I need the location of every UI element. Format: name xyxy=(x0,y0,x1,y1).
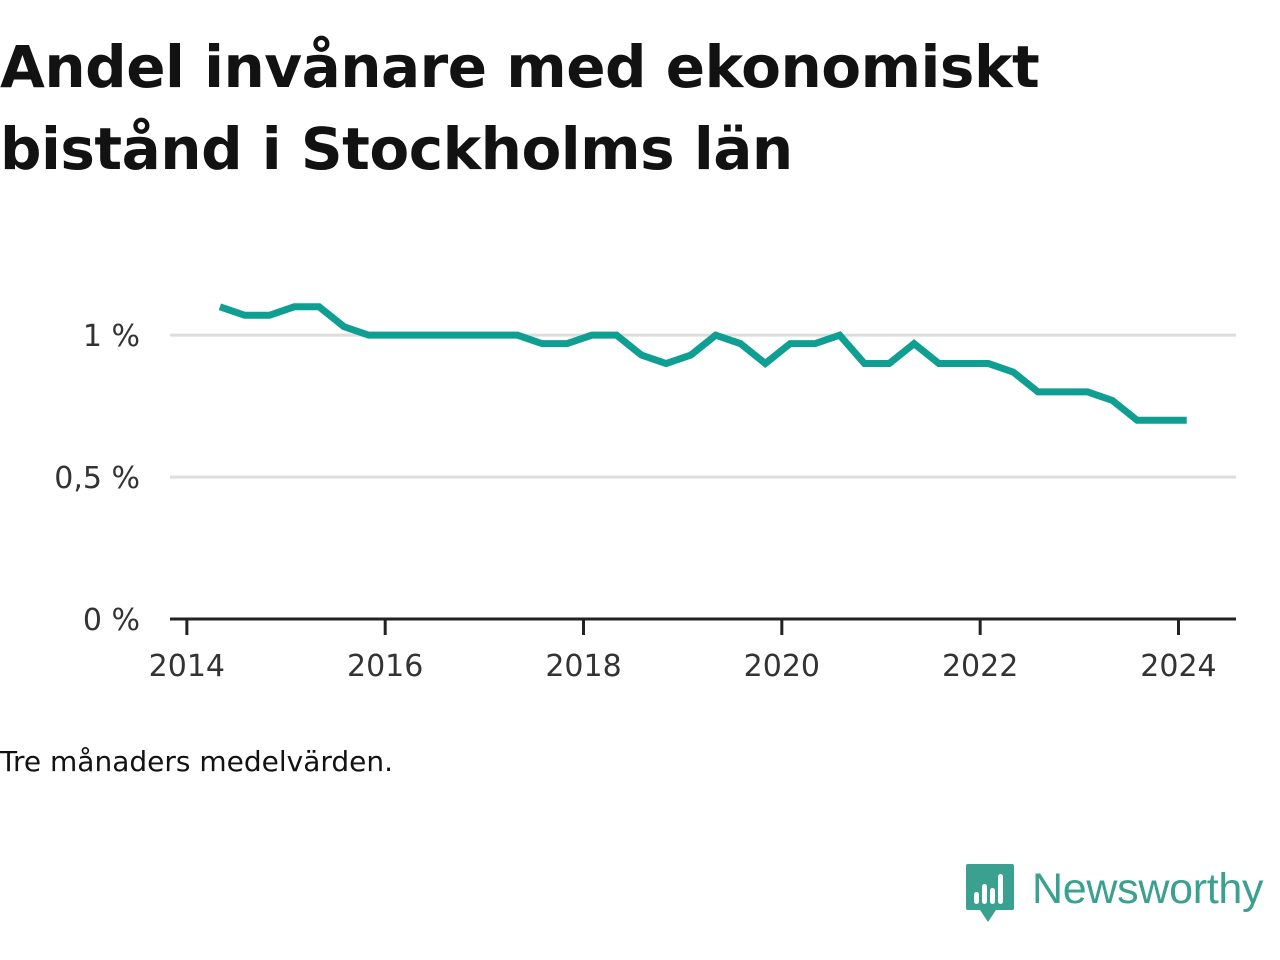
x-tick-label: 2014 xyxy=(149,649,225,684)
grid-layer xyxy=(170,333,1236,479)
y-axis: 0 % 0,5 % 1 % xyxy=(54,319,140,638)
brand-name: Newsworthy xyxy=(1032,865,1264,913)
x-axis xyxy=(170,617,1236,635)
chart-title-line-1: Andel invånare med ekonomiskt xyxy=(0,33,1040,101)
x-tick-label: 2018 xyxy=(545,649,621,684)
x-tick-label: 2024 xyxy=(1140,649,1216,684)
x-tick-label: 2022 xyxy=(942,649,1018,684)
brand-logo[interactable]: Newsworthy xyxy=(964,862,1276,928)
x-tick-label: 2016 xyxy=(347,649,423,684)
line-chart: 0 % 0,5 % 1 % 2014 2016 2018 2020 2022 2024 xyxy=(54,303,1236,684)
y-tick-label: 1 % xyxy=(83,319,140,354)
chart-title: Andel invånare med ekonomiskt bistånd i … xyxy=(0,26,1260,190)
x-tick-labels: 2014 2016 2018 2020 2022 2024 xyxy=(149,649,1217,684)
chart-title-line-2: bistånd i Stockholms län xyxy=(0,115,793,183)
y-tick-label: 0,5 % xyxy=(54,461,140,496)
series-line xyxy=(218,303,1187,424)
chart-note: Tre månaders medelvärden. xyxy=(0,745,394,778)
newsworthy-logo-icon xyxy=(966,864,1014,922)
series-layer xyxy=(218,303,1187,424)
x-tick-label: 2020 xyxy=(744,649,820,684)
y-tick-label: 0 % xyxy=(83,603,140,638)
